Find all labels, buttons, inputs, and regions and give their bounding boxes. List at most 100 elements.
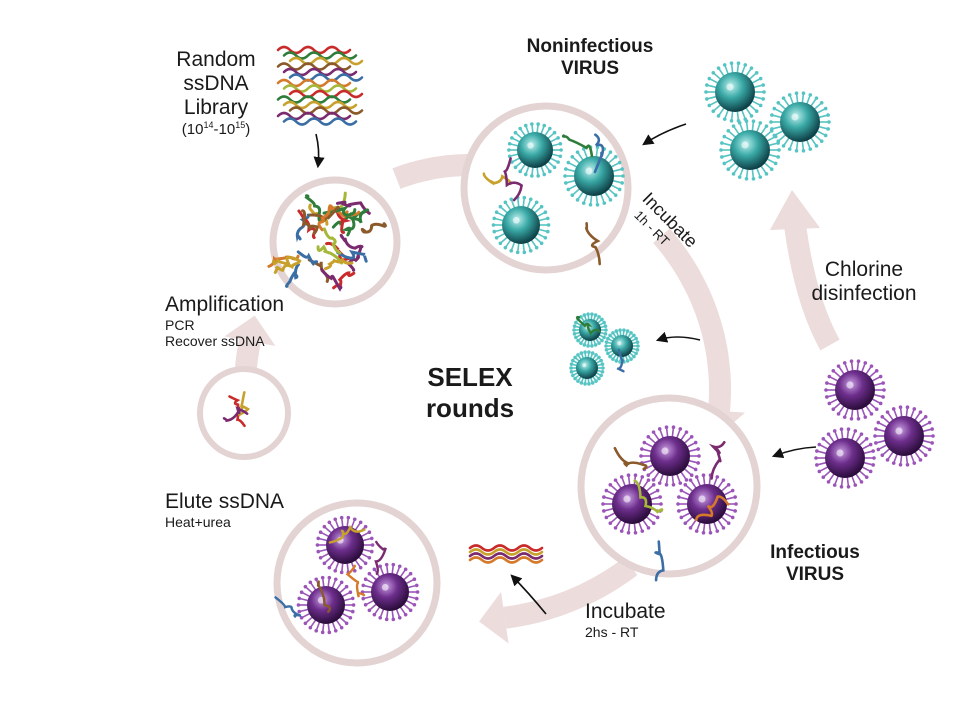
virus-spike-tip [539, 241, 544, 246]
chlorine-label: Chlorine disinfection [790, 258, 938, 306]
virus-spike-tip [726, 482, 731, 487]
virus-spike-tip [613, 154, 618, 159]
mixed-strand [360, 222, 387, 234]
virus-spike-tip [618, 328, 622, 332]
virus-spike-tip [729, 61, 734, 66]
virus-spike-tip [874, 368, 879, 373]
virus-spike-tip [764, 124, 769, 128]
virus-spike-tip [572, 324, 577, 328]
virus-spike-tip [726, 521, 731, 526]
virus-spike-tip [318, 556, 323, 560]
virus-spike-tip [898, 462, 903, 467]
virus-spike-tip [751, 119, 756, 124]
virus-spike-tip [491, 223, 496, 227]
virus-spike-tip [773, 161, 778, 166]
virus-spike-tip [819, 139, 824, 144]
mixed-strand [322, 205, 357, 217]
virus-spike-tip [629, 331, 633, 335]
virus-spike-tip [688, 478, 693, 482]
virus-spike-tip [507, 141, 512, 146]
mixed-strand [324, 257, 354, 271]
virus-spike-tip [931, 434, 935, 438]
virus-spike-tip [558, 154, 563, 159]
virus-spike-tip [597, 376, 601, 381]
amplification-label: Amplification PCR Recover ssDNA [165, 293, 284, 349]
virus-spike-tip [737, 175, 742, 179]
virus-spike-tip [787, 147, 792, 151]
virus-spike-tip [707, 103, 712, 108]
virus-spike-tip [878, 401, 883, 406]
virus-spike-tip [905, 405, 910, 410]
virus-spike-tip [731, 124, 736, 128]
virus-spike-tip [635, 348, 640, 352]
virus-spike-tip [543, 236, 548, 240]
virus-spike-tip [678, 427, 683, 431]
virus-spike-tip [617, 160, 622, 165]
virus-spike-tip [528, 197, 533, 202]
virus-spike-tip [518, 169, 522, 174]
virus-spike-tip [882, 388, 886, 392]
virus-spike-tip [927, 420, 932, 425]
virus-spike-tip [369, 536, 374, 541]
virus-spike-tip [640, 447, 644, 451]
infectious-strand [654, 540, 665, 582]
virus-spike-tip [736, 61, 741, 66]
virus-spike-tip [646, 526, 651, 530]
virus-spike-tip [705, 83, 709, 87]
virus-spike-tip [749, 66, 754, 70]
mixed-strand [273, 261, 300, 274]
noninfectious-virus [507, 122, 563, 178]
virus-spike-tip [613, 478, 618, 482]
amplified-strand [228, 395, 246, 428]
virus-spike-tip [384, 617, 389, 622]
virus-spike-tip [534, 200, 539, 205]
library-strand [276, 111, 352, 121]
free-noninfectious-virus [704, 61, 766, 123]
virus-spike-tip [564, 181, 568, 185]
virus-spike-tip [586, 312, 590, 316]
infectious-strand [633, 479, 664, 514]
chlorine-line2: disinfection [811, 282, 917, 306]
virus-spike-tip [651, 521, 656, 526]
elute-detail: Heat+urea [165, 514, 231, 531]
virus-spike-tip [635, 340, 640, 344]
virus-spike-tip [545, 216, 550, 221]
virus-capsid [574, 156, 614, 196]
virus-spike-tip [611, 331, 615, 335]
virus-spike-tip [657, 481, 662, 485]
mixed-strand [284, 263, 300, 288]
virus-spike-tip [315, 543, 320, 547]
virus-spike-tip [646, 473, 651, 478]
virus-spike-tip [572, 332, 577, 336]
library-to-mix-arrow [313, 133, 325, 169]
virus-spike-tip [586, 344, 590, 348]
virus-spike-tip [640, 475, 645, 479]
virus-spike-tip [824, 388, 828, 392]
virus-spike-tip [927, 447, 932, 452]
virus-spike-tip [864, 436, 869, 441]
virus-spike-tip [603, 324, 608, 328]
library-strand [288, 56, 364, 66]
virus-spike-tip [503, 245, 508, 250]
virus-spike-tip [348, 590, 353, 594]
virus-spike-tip [646, 434, 651, 439]
virus-spike-tip [536, 122, 540, 126]
virus-spike-tip [876, 420, 881, 425]
virus-spike-tip [314, 628, 319, 633]
virus-spike-tip [814, 144, 819, 148]
virus-spike-tip [569, 362, 574, 366]
virus-spike-tip [814, 456, 818, 460]
virus-spike-tip [604, 328, 608, 332]
chlorine-arrow-head [770, 190, 820, 230]
virus-spike-tip [530, 122, 534, 126]
virus-highlight [582, 363, 587, 368]
virus-spike-tip [552, 165, 557, 170]
virus-spike-tip [758, 175, 763, 179]
virus-capsid [371, 573, 409, 611]
virus-spike-tip [679, 488, 684, 493]
virus-spike-tip [397, 615, 402, 620]
cycle-arrow-bottom-shaft [503, 557, 638, 629]
virus-spike-tip [573, 355, 577, 360]
virus-spike-tip [590, 312, 594, 316]
virus-capsid [884, 416, 924, 456]
